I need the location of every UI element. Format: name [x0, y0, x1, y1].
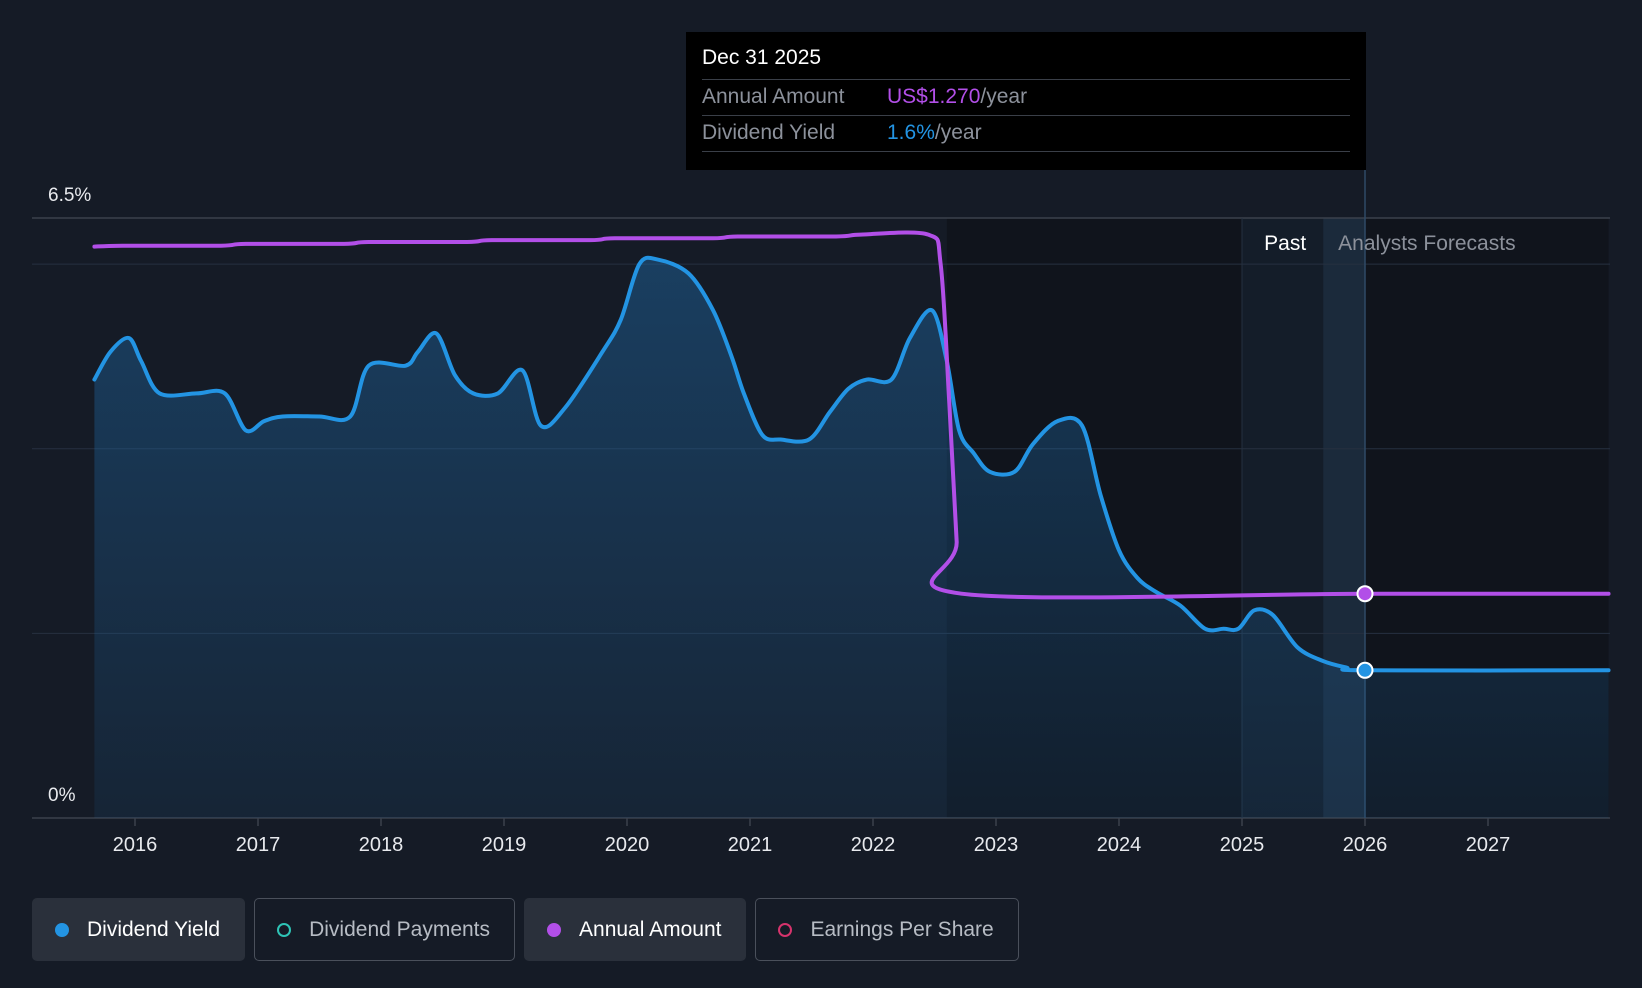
x-tick-label: 2017: [236, 834, 281, 856]
y-tick-label: 0%: [48, 785, 76, 806]
legend-dividend-yield[interactable]: Dividend Yield: [32, 898, 246, 961]
x-tick-label: 2020: [605, 834, 650, 856]
tooltip-unit: /year: [980, 85, 1028, 108]
tooltip-value: 1.6%: [887, 121, 935, 144]
x-tick-label: 2027: [1466, 834, 1511, 856]
legend-label: Earnings Per Share: [810, 917, 994, 941]
tooltip-value: US$1.270: [887, 85, 981, 108]
tooltip-row-annual-amount: Annual Amount US$1.270/year: [702, 80, 1350, 116]
x-tick-label: 2021: [728, 834, 773, 856]
dividend-yield-area: [94, 257, 1609, 819]
tooltip-date: Dec 31 2025: [702, 46, 1350, 80]
dividend-yield-line: [92, 255, 1611, 673]
x-tick-label: 2022: [851, 834, 896, 856]
tooltip-label: Dividend Yield: [702, 121, 836, 144]
dividend-payments-ring-icon: [277, 922, 292, 937]
x-tick-label: 2024: [1097, 834, 1142, 856]
legend-label: Dividend Payments: [309, 917, 491, 941]
tooltip-row-dividend-yield: Dividend Yield 1.6%/year: [702, 116, 1350, 152]
x-tick-label: 2016: [113, 834, 158, 856]
x-tick-label: 2023: [974, 834, 1019, 856]
annual-amount-line: [92, 230, 1611, 600]
y-tick-label: 6.5%: [48, 185, 91, 206]
legend-earnings-per-share[interactable]: Earnings Per Share: [755, 898, 1019, 961]
x-tick-label: 2019: [482, 834, 527, 856]
legend-annual-amount[interactable]: Annual Amount: [524, 898, 747, 961]
chart-tooltip: Dec 31 2025 Annual Amount US$1.270/year …: [686, 32, 1366, 170]
dividend-yield-dot-icon: [55, 922, 69, 937]
annual-amount-current-marker: [1356, 585, 1374, 603]
legend-label: Annual Amount: [579, 917, 722, 941]
x-tick-label: 2026: [1343, 834, 1388, 856]
legend-dividend-payments[interactable]: Dividend Payments: [254, 898, 516, 961]
dividend-yield-current-marker: [1356, 661, 1374, 679]
tooltip-label: Annual Amount: [702, 85, 845, 108]
annual-amount-dot-icon: [547, 922, 562, 937]
legend-label: Dividend Yield: [87, 917, 221, 941]
x-tick-label: 2018: [359, 834, 404, 856]
earnings-per-share-ring-icon: [778, 922, 793, 937]
forecast-region-label: Analysts Forecasts: [1338, 232, 1515, 255]
chart-legend: Dividend Yield Dividend Payments Annual …: [32, 898, 1019, 961]
x-tick-label: 2025: [1220, 834, 1265, 856]
past-region-label: Past: [1264, 232, 1306, 255]
tooltip-unit: /year: [934, 121, 982, 144]
